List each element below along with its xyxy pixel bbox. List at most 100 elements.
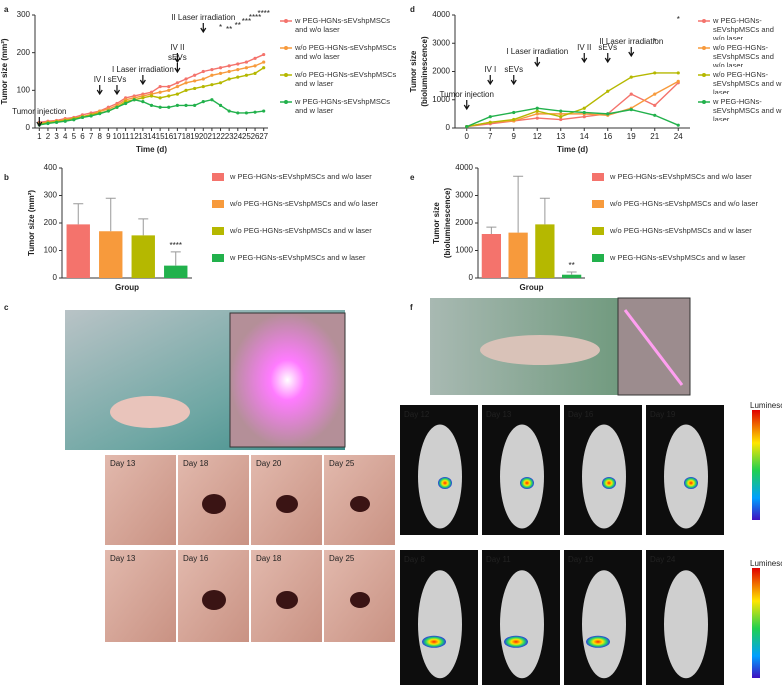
annotation: IV II [170,43,184,52]
x-tick-label: 1 [37,132,42,141]
data-point [46,121,50,126]
data-point [98,112,102,116]
legend-dot [284,19,288,23]
data-point [210,68,214,72]
annotation: Tumor injection [440,90,494,99]
x-tick-label: 2 [46,132,51,141]
annotation: **** [257,9,269,18]
x-tick-label: 3 [54,132,59,141]
annotation: I Laser irradiation [112,65,174,74]
annotation-arrow [174,53,181,64]
day-label: Day 8 [404,555,425,564]
x-tick-label: 18 [182,132,191,141]
data-point [535,112,539,116]
data-point [559,109,563,113]
data-point [244,111,249,115]
error-bar [170,251,181,266]
data-point [629,92,633,96]
x-tick-label: 13 [138,132,147,141]
data-point [201,84,205,89]
annotation: IV I [484,65,496,74]
x-tick-label: 5 [72,132,77,141]
data-point [629,75,633,79]
legend-swatch [592,200,604,208]
tumor [202,494,226,514]
panel-letter: b [4,173,9,182]
photo-inset [229,312,346,448]
day-label: Day 11 [486,555,511,564]
data-point [210,98,214,102]
series-line [466,107,679,128]
legend-swatch [212,173,224,181]
data-point [201,100,205,104]
x-tick-label: 8 [97,132,102,141]
annotation: * [653,37,656,46]
data-point [132,98,136,102]
data-point [167,84,171,89]
tumor [276,591,298,609]
data-point [124,101,128,106]
data-point [141,96,145,100]
data-point [676,79,680,83]
data-point [253,71,257,75]
x-tick-label: 19 [190,132,199,141]
data-point [582,106,586,110]
x-tick-label: 11 [121,132,130,141]
legend-dot [702,19,706,23]
annotation-arrow [628,47,635,58]
data-point [175,84,179,89]
legend-swatch [212,254,224,262]
legend-label-box: w/o PEG-HGNs-sEVshpMSCs and w/o laser [295,43,397,61]
y-tick-label: 300 [44,191,58,200]
x-tick-label: 12 [533,132,542,141]
day-label: Day 16 [568,410,594,419]
y-axis-label: (bioluminescence) [420,36,429,107]
colorbar [752,568,760,678]
annotation-arrow [36,117,43,128]
data-point [559,112,563,116]
laser [623,309,684,386]
data-point [158,90,162,94]
data-point [193,86,197,91]
annotation-arrow [487,75,494,86]
day-label: Day 13 [110,459,136,468]
legend-label: w/o PEG-HGNs-sEVshpMSCs and w/o laser [295,43,397,61]
data-point [218,66,223,70]
bar [508,232,528,278]
data-point [167,105,171,109]
legend-swatch [592,173,604,181]
data-point [582,110,586,115]
mouse [664,424,708,529]
signal [520,477,534,489]
data-point [201,77,205,81]
bar [66,224,90,278]
legend-label-box: w PEG-HGNs-sEVshpMSCs and w/o laser [295,16,390,34]
legend-label-box: w PEG-HGNs-sEVshpMSCs and w laser [295,97,391,115]
day-label: Day 24 [650,555,676,564]
photo-tile [105,455,176,545]
mouse [480,335,600,365]
colorbar [752,410,760,520]
annotation: sEVs [168,53,187,62]
x-tick-label: 4 [63,132,68,141]
error-bar [513,175,524,233]
tumor [276,495,298,513]
x-tick-label: 13 [556,132,565,141]
day-label: Day 19 [568,555,594,564]
y-tick-label: 400 [44,163,58,172]
data-point [210,83,214,87]
signal [438,477,452,489]
annotation: Tumor injection [12,107,66,116]
data-point [512,110,516,115]
data-point [244,73,249,77]
series-line [466,80,679,128]
panel-letter: a [4,5,9,14]
x-tick-label: 14 [147,132,156,141]
annotation-arrow [534,57,541,68]
y-tick-label: 1000 [455,246,473,255]
legend-label: w PEG-HGNs-sEVshpMSCs and w laser [295,97,391,115]
legend-label-box: w/o PEG-HGNs-sEVshpMSCs and w laser [610,226,752,235]
data-point [512,117,516,122]
series-line [466,82,679,128]
x-tick-label: 16 [164,132,173,141]
